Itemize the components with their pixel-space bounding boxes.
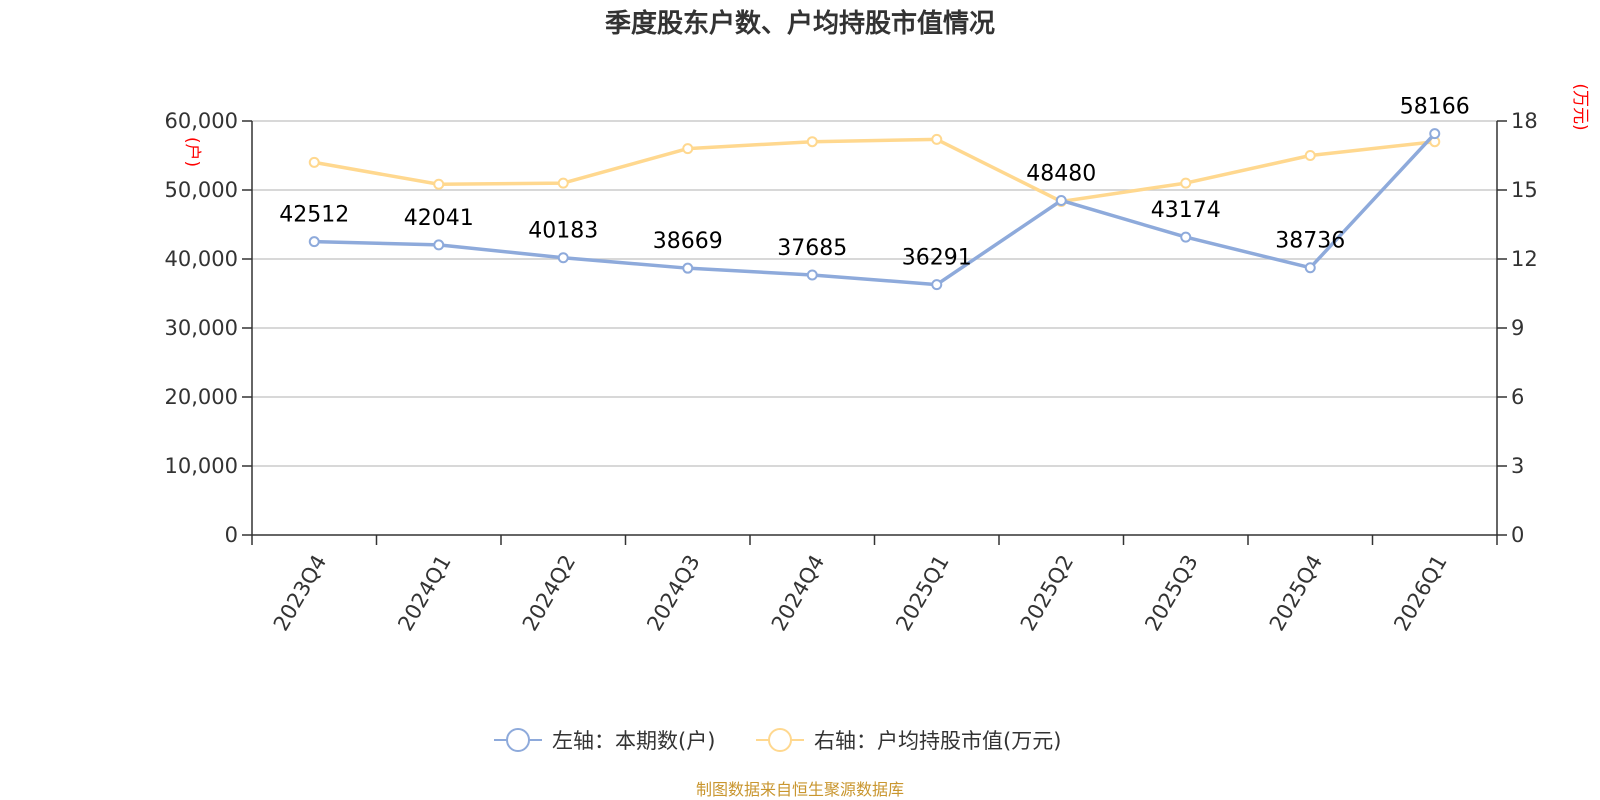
left-tick-label: 0 [225,523,238,547]
data-point [1304,262,1316,274]
data-label: 42041 [404,206,474,231]
data-label: 36291 [902,246,972,271]
legend-marker [506,728,530,752]
x-tick-label: 2025Q1 [891,551,953,635]
legend-label: 左轴：本期数(户) [552,729,715,753]
data-point [557,177,569,189]
left-tick-label: 10,000 [165,454,238,478]
data-point [1055,194,1067,206]
series-layer [308,128,1441,291]
right-tick-label: 9 [1511,316,1524,340]
x-tick-label: 2023Q4 [269,551,331,635]
right-tick-label: 18 [1511,109,1538,133]
data-label: 40183 [528,219,598,244]
legend: 左轴：本期数(户) 右轴：户均持股市值(万元) [494,728,1061,753]
legend-marker [768,728,792,752]
left-tick-label: 60,000 [165,109,238,133]
series-line [313,137,1435,204]
right-tick-label: 12 [1511,247,1538,271]
data-label: 38669 [653,229,723,254]
right-tick-label: 6 [1511,385,1524,409]
data-point [931,133,943,145]
data-label: 42512 [279,203,349,228]
data-point [682,262,694,274]
left-tick-label: 50,000 [165,178,238,202]
right-tick-label: 3 [1511,454,1524,478]
right-tick-label: 15 [1511,178,1538,202]
x-tick-label: 2026Q1 [1389,551,1451,635]
data-point [1180,177,1192,189]
x-tick-label: 2025Q4 [1265,551,1327,635]
left-tick-label: 30,000 [165,316,238,340]
gridlines [252,120,1497,467]
series-line [314,132,1437,287]
data-label: 43174 [1151,198,1221,223]
x-tick-label: 2025Q2 [1016,551,1078,635]
right-tick-label: 0 [1511,523,1524,547]
data-label: 58166 [1400,95,1470,120]
data-point [557,252,569,264]
axes: 010,00020,00030,00040,00050,00060,000036… [165,109,1538,635]
data-point [1180,231,1192,243]
data-point [931,279,943,291]
left-axis-unit: (户) [182,137,202,167]
source-note: 制图数据来自恒生聚源数据库 [696,780,904,799]
x-tick-label: 2024Q3 [642,551,704,635]
x-tick-label: 2025Q3 [1140,551,1202,635]
data-point [1429,128,1441,140]
chart-title: 季度股东户数、户均持股市值情况 [605,8,995,39]
x-tick-label: 2024Q2 [518,551,580,635]
data-point [308,156,320,168]
x-tick-label: 2024Q1 [393,551,455,635]
data-label: 37685 [777,236,847,261]
data-point [682,143,694,155]
data-labels: 42512 42041 40183 38669 37685 36291 48480 43174… [279,95,1470,271]
right-axis-unit: (万元) [1570,83,1590,130]
data-label: 48480 [1026,161,1096,186]
data-point [308,236,320,248]
data-point [433,178,445,190]
data-point [806,136,818,148]
left-tick-label: 20,000 [165,385,238,409]
data-point [1304,150,1316,161]
data-point [806,269,818,281]
left-tick-label: 40,000 [165,247,238,271]
data-point [433,239,445,251]
data-label: 38736 [1275,229,1345,254]
legend-label: 右轴：户均持股市值(万元) [814,729,1061,753]
x-tick-label: 2024Q4 [767,551,829,635]
